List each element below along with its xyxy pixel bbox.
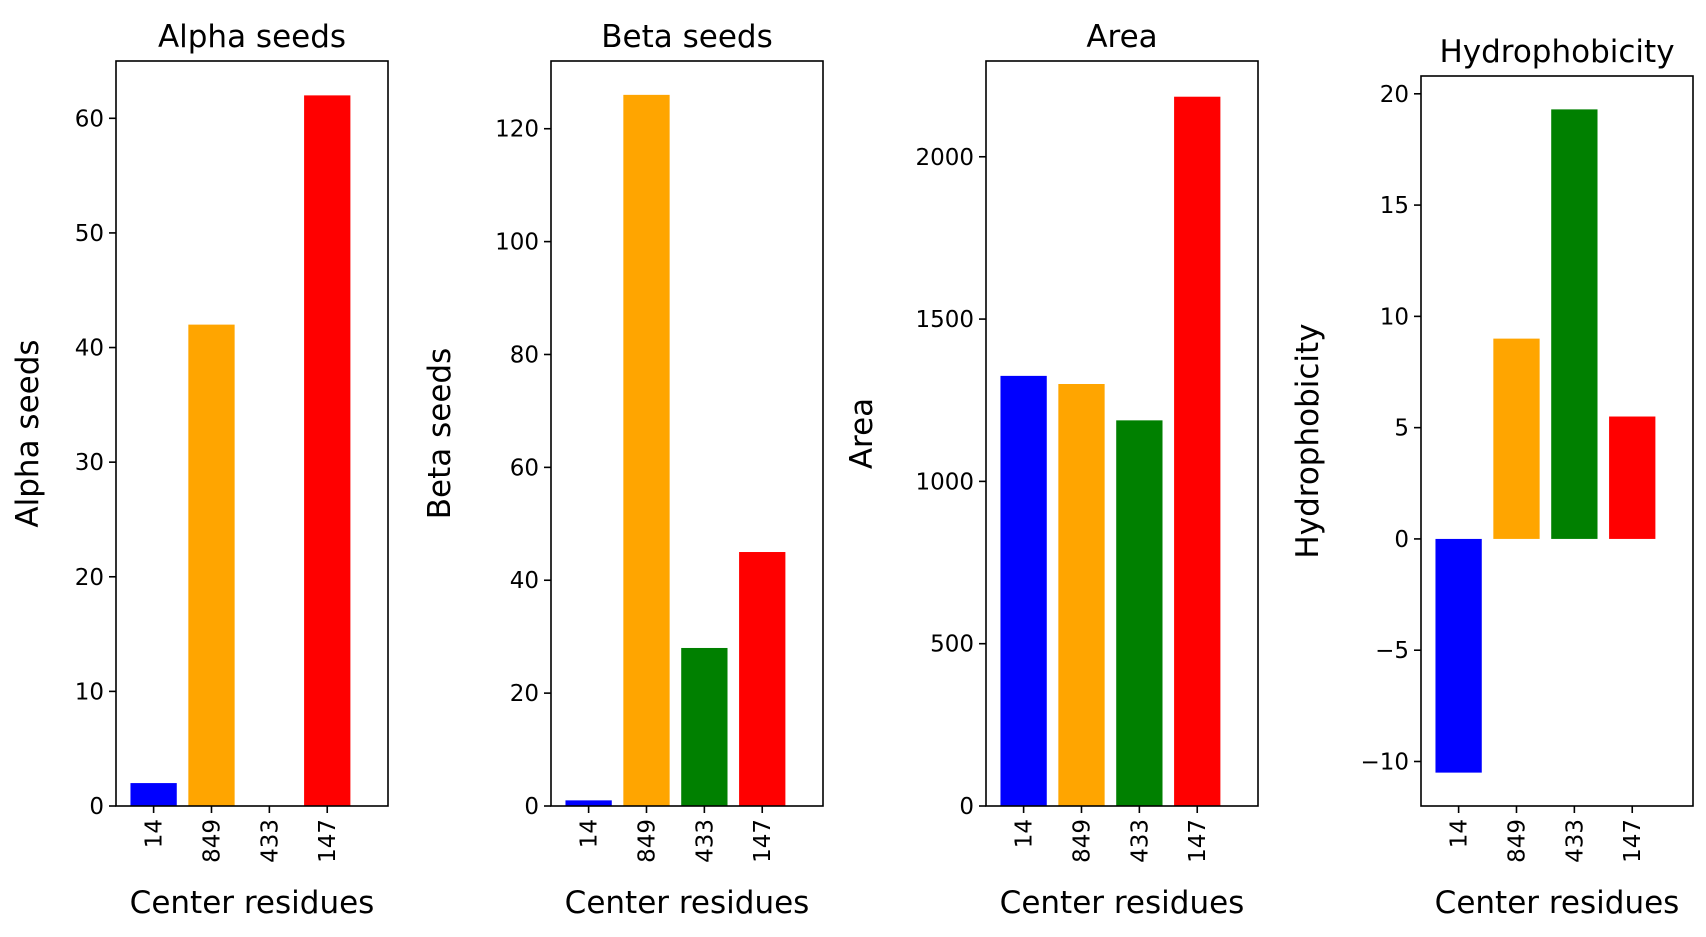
x-axis-label: Center residues	[130, 885, 375, 921]
bar-849	[1058, 384, 1105, 806]
chart-panel-2: 0 20 40 60 80 100 120 14 849 433 147 Beta seeds Cent…	[422, 19, 824, 921]
y-axis-label: Alpha seeds	[10, 339, 46, 527]
chart-title: Area	[1086, 19, 1157, 55]
bar-14	[1435, 538, 1482, 773]
x-tick-label: 849	[1069, 819, 1095, 863]
y-tick-label: 5	[1394, 416, 1409, 442]
y-tick-label: 40	[75, 336, 104, 362]
bar-849	[623, 94, 670, 807]
bar-147	[1174, 96, 1221, 806]
y-axis-label: Beta seeds	[422, 348, 458, 519]
chart-title: Beta seeds	[601, 19, 772, 55]
y-tick-label: 2000	[915, 145, 974, 171]
y-tick-label: 10	[75, 679, 104, 705]
x-tick-label: 14	[142, 819, 168, 848]
y-tick-label: 20	[510, 681, 539, 707]
bar-849	[1493, 338, 1540, 539]
y-tick-label: 1500	[915, 307, 974, 333]
x-axis-label: Center residues	[1435, 885, 1680, 921]
bar-433	[681, 647, 728, 806]
x-tick-label: 147	[1620, 819, 1646, 863]
x-tick-label: 14	[1447, 819, 1473, 848]
x-tick-label: 433	[1127, 819, 1153, 863]
x-axis-label: Center residues	[565, 885, 810, 921]
y-axis-label: Hydrophobicity	[1290, 323, 1326, 558]
y-tick-label: 0	[1394, 527, 1409, 553]
x-tick-label: 147	[315, 819, 341, 863]
y-tick-label: 60	[75, 106, 104, 132]
chart-panel-1: 0 10 20 30 40 50 60 14 849 433 147 Alpha seeds Cente…	[10, 19, 389, 921]
y-tick-label: 60	[510, 455, 539, 481]
bar-147	[304, 95, 351, 806]
x-tick-label: 147	[750, 819, 776, 863]
x-tick-label: 433	[1562, 819, 1588, 863]
y-tick-label: −5	[1375, 638, 1409, 664]
y-axis-label: Area	[844, 398, 880, 469]
y-tick-label: 30	[75, 450, 104, 476]
plot-frame	[115, 60, 389, 807]
chart-panel-3: 0 500 1000 1500 2000 14 849 433 147 Area Center re…	[844, 19, 1259, 921]
y-tick-label: 1000	[915, 469, 974, 495]
bar-147	[739, 552, 786, 806]
x-tick-label: 14	[577, 819, 603, 848]
x-tick-label: 849	[1504, 819, 1530, 863]
x-tick-label: 14	[1012, 819, 1038, 848]
bar-147	[1609, 416, 1656, 539]
x-tick-label: 849	[634, 819, 660, 863]
bar-14	[130, 783, 177, 806]
y-tick-label: 500	[930, 632, 974, 658]
y-tick-label: 80	[510, 342, 539, 368]
y-tick-label: −10	[1360, 749, 1409, 775]
y-tick-label: 100	[495, 230, 539, 256]
x-tick-label: 433	[257, 819, 283, 863]
x-tick-label: 433	[692, 819, 718, 863]
plot-frame	[985, 60, 1259, 807]
x-tick-label: 849	[199, 819, 225, 863]
y-tick-label: 20	[75, 565, 104, 591]
plot-frame	[1420, 75, 1694, 807]
y-tick-label: 0	[524, 794, 539, 820]
bar-849	[188, 324, 235, 806]
y-tick-label: 120	[495, 117, 539, 143]
chart-panel-4: −10 −5 0 5 10 15 20 14 849 433 147 Hydrophobicity Ce…	[1290, 34, 1694, 921]
chart-title: Hydrophobicity	[1439, 34, 1674, 70]
y-tick-label: 15	[1380, 193, 1409, 219]
bar-433	[1116, 420, 1163, 806]
y-tick-label: 10	[1380, 304, 1409, 330]
y-tick-label: 40	[510, 568, 539, 594]
y-tick-label: 0	[959, 794, 974, 820]
chart-title: Alpha seeds	[158, 19, 346, 55]
y-tick-label: 50	[75, 221, 104, 247]
x-axis-label: Center residues	[1000, 885, 1245, 921]
bar-14	[565, 800, 612, 806]
y-tick-label: 20	[1380, 82, 1409, 108]
bar-433	[1551, 109, 1598, 539]
bar-14	[1000, 375, 1047, 806]
plot-frame	[550, 60, 824, 807]
x-tick-label: 147	[1185, 819, 1211, 863]
y-tick-label: 0	[89, 794, 104, 820]
